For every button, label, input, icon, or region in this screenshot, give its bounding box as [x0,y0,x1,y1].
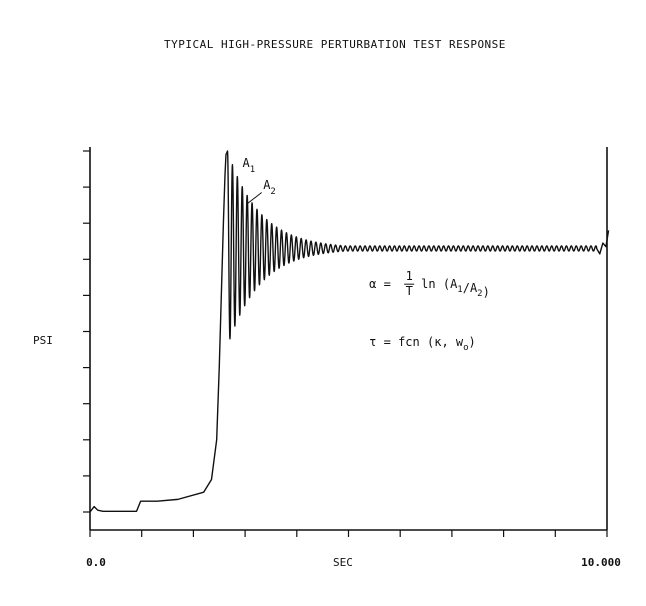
x-axis-label: SEC [333,556,353,569]
annotation-a2: A2 [263,178,276,197]
plot-frame [89,147,608,531]
annotation-a1: A1 [243,156,256,175]
chart-title: TYPICAL HIGH-PRESSURE PERTURBATION TEST … [164,38,506,51]
x-tick-label-0: 0.0 [86,556,106,569]
series-group [89,150,610,513]
x-tick-label-1: 10.000 [581,556,621,569]
a2-leader-line [247,192,262,204]
alpha-formula-lhs: α = [369,277,391,291]
alpha-formula-denominator: T [406,284,413,298]
tau-formula: τ = fcn (κ, wo) [369,335,476,353]
annotations: A1 A2 α = 1T ln (A1/A2) τ = fcn (κ, wo) [243,156,490,353]
axis-ticks: 0.0 10.000 [83,150,621,569]
y-axis-label: PSI [33,334,53,347]
alpha-formula-rhs: ln (A1/A2) [421,277,490,299]
series-line-0 [89,150,610,513]
alpha-formula-numerator: 1 [406,269,413,283]
